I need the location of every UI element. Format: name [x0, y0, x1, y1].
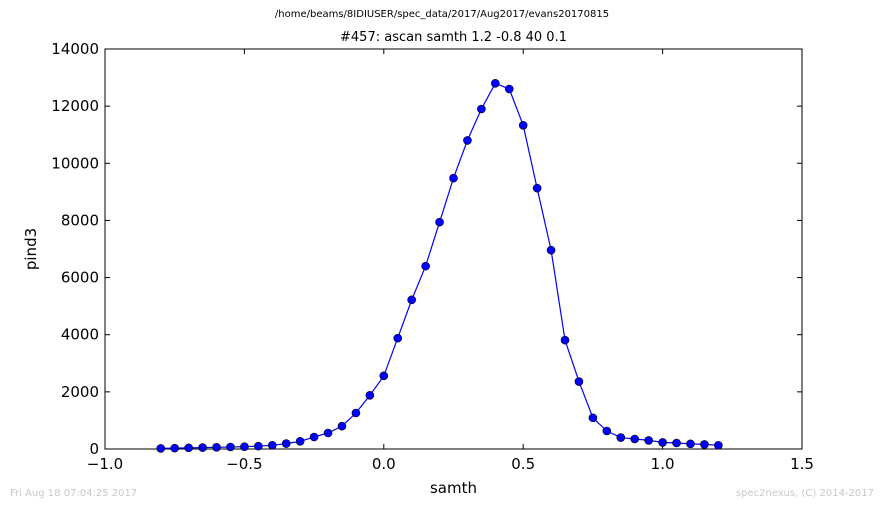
data-point	[309, 432, 319, 442]
data-point	[463, 136, 472, 145]
data-point	[240, 442, 249, 452]
data-point	[365, 390, 375, 400]
data-point	[337, 421, 347, 431]
file-path-header: /home/beams/8IDIUSER/spec_data/2017/Aug2…	[274, 9, 610, 20]
data-point	[295, 436, 305, 446]
data-point	[672, 438, 681, 448]
data-point	[198, 443, 207, 452]
x-tick-label: −0.5	[226, 455, 262, 473]
data-point	[156, 444, 166, 453]
y-tick-label: 12000	[51, 97, 99, 115]
y-tick-label: 6000	[61, 269, 99, 287]
y-tick-label: 10000	[51, 154, 99, 172]
x-tick-label: −1.0	[87, 455, 123, 473]
data-point	[379, 371, 389, 381]
series-line	[160, 82, 719, 449]
data-point	[491, 78, 500, 88]
data-point	[226, 442, 235, 452]
data-point	[504, 84, 514, 94]
data-point	[184, 443, 193, 453]
data-point	[267, 440, 277, 450]
data-point	[449, 173, 458, 183]
data-point	[212, 442, 221, 452]
data-point	[421, 261, 430, 271]
data-point	[323, 428, 333, 438]
data-point	[574, 377, 584, 386]
data-point	[435, 217, 444, 227]
y-tick-label: 2000	[61, 383, 99, 401]
y-tick-label: 4000	[61, 326, 99, 344]
x-tick-label: 1.5	[790, 455, 814, 473]
y-tick-label: 8000	[61, 211, 99, 229]
data-point	[393, 333, 403, 343]
data-point	[518, 120, 528, 130]
x-tick-label: 0.5	[511, 455, 535, 473]
x-tick-label: 0.0	[372, 455, 396, 473]
y-tick-label: 14000	[51, 40, 99, 58]
data-point	[477, 104, 486, 114]
credit-footer: spec2nexus, (C) 2014-2017	[735, 488, 874, 499]
y-tick-label: 0	[89, 440, 99, 458]
data-point	[700, 440, 709, 449]
data-point	[602, 426, 612, 436]
data-point	[616, 433, 626, 442]
data-point	[714, 440, 723, 450]
x-tick-label: 1.0	[651, 455, 675, 473]
data-point	[588, 413, 598, 423]
data-point	[351, 408, 361, 418]
data-point	[170, 443, 179, 453]
data-point	[560, 335, 570, 345]
data-point	[532, 183, 542, 193]
data-point	[630, 434, 640, 444]
data-point	[644, 436, 653, 445]
timestamp-footer: Fri Aug 18 07:04:25 2017	[10, 488, 138, 499]
data-point	[658, 438, 667, 447]
x-axis-label: samth	[429, 479, 477, 497]
data-point	[281, 439, 291, 448]
data-point	[686, 439, 695, 449]
data-point	[407, 295, 416, 305]
data-point	[546, 245, 556, 255]
plot-frame	[104, 48, 803, 450]
chart-title: #457: ascan samth 1.2 -0.8 40 0.1	[340, 30, 567, 45]
data-point	[254, 441, 263, 451]
